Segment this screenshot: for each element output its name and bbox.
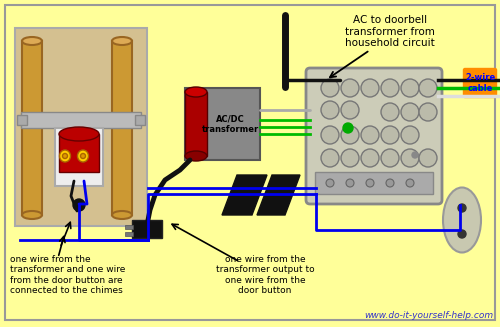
Circle shape [401, 149, 419, 167]
Circle shape [412, 152, 418, 158]
FancyBboxPatch shape [306, 68, 442, 204]
Bar [22, 41, 42, 215]
Circle shape [419, 103, 437, 121]
Bar [59, 134, 99, 172]
Circle shape [341, 101, 359, 119]
Circle shape [321, 79, 339, 97]
Ellipse shape [112, 37, 132, 45]
Ellipse shape [443, 187, 481, 252]
Ellipse shape [22, 37, 42, 45]
Circle shape [361, 149, 379, 167]
Ellipse shape [78, 150, 88, 162]
Bar [315, 172, 433, 194]
Circle shape [361, 79, 379, 97]
Bar [185, 88, 260, 160]
Ellipse shape [112, 211, 132, 219]
Bar [15, 28, 147, 226]
Bar [125, 225, 133, 229]
Circle shape [361, 126, 379, 144]
Circle shape [326, 179, 334, 187]
Text: www.do-it-yourself-help.com: www.do-it-yourself-help.com [364, 311, 493, 320]
Ellipse shape [60, 150, 70, 162]
Polygon shape [257, 175, 300, 215]
Bar [125, 232, 133, 236]
Ellipse shape [59, 127, 99, 141]
Circle shape [321, 126, 339, 144]
Circle shape [341, 149, 359, 167]
Circle shape [387, 177, 393, 183]
Ellipse shape [185, 87, 207, 97]
Bar [17, 115, 27, 125]
Circle shape [386, 179, 394, 187]
Circle shape [341, 79, 359, 97]
Ellipse shape [185, 151, 207, 161]
Circle shape [321, 101, 339, 119]
Ellipse shape [80, 153, 86, 159]
Circle shape [73, 199, 85, 211]
Bar [132, 220, 162, 238]
Bar [55, 128, 103, 186]
Circle shape [419, 149, 437, 167]
Text: one wire from the
transformer output to
one wire from the
door button: one wire from the transformer output to … [216, 255, 314, 295]
Bar [21, 112, 141, 128]
Circle shape [401, 79, 419, 97]
Text: AC to doorbell
transformer from
household circuit: AC to doorbell transformer from househol… [345, 15, 435, 48]
Bar [185, 92, 207, 156]
Ellipse shape [22, 211, 42, 219]
Circle shape [458, 230, 466, 238]
Circle shape [381, 79, 399, 97]
Circle shape [381, 149, 399, 167]
Bar [112, 41, 132, 215]
Circle shape [341, 126, 359, 144]
Ellipse shape [62, 153, 68, 159]
Polygon shape [222, 175, 267, 215]
Circle shape [401, 126, 419, 144]
Circle shape [458, 204, 466, 212]
Circle shape [366, 179, 374, 187]
Text: 2-wire
cable: 2-wire cable [465, 73, 495, 93]
Circle shape [321, 149, 339, 167]
Circle shape [381, 103, 399, 121]
Circle shape [346, 179, 354, 187]
Bar [135, 115, 145, 125]
Circle shape [381, 126, 399, 144]
Circle shape [401, 103, 419, 121]
Circle shape [343, 123, 353, 133]
Text: one wire from the
transformer and one wire
from the door button are
connected to: one wire from the transformer and one wi… [10, 255, 126, 295]
Text: AC/DC
transformer: AC/DC transformer [202, 114, 258, 134]
Circle shape [406, 179, 414, 187]
FancyBboxPatch shape [464, 68, 496, 97]
Circle shape [419, 79, 437, 97]
